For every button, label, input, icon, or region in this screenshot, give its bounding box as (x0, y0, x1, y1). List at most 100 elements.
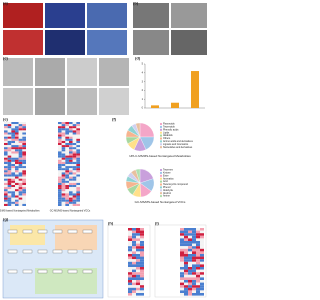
heatmap-cell (65, 176, 69, 179)
heat-cell (200, 290, 204, 293)
heatmap-cell (7, 189, 12, 192)
heatmap-cell (65, 157, 69, 160)
heatmap-cell (7, 126, 12, 129)
panel-label: (e) (3, 117, 9, 122)
heatmap-cell (18, 140, 23, 143)
sem-b (133, 3, 207, 55)
heatmap-cell (11, 134, 15, 137)
heatmap-cell (18, 132, 23, 135)
heatmap-cell (65, 122, 69, 125)
heat-cell (192, 251, 196, 254)
heatmap-cell (72, 130, 77, 133)
heatmap-cell (76, 134, 80, 137)
heatmap-cell (4, 145, 8, 148)
heatmap-cell (72, 166, 77, 169)
heat-cell (128, 241, 132, 244)
heatmap-cell (4, 182, 8, 185)
heat-cell (132, 251, 136, 254)
heat-cell (196, 235, 200, 239)
heatmap-cell (72, 195, 77, 198)
heatmap-cell (61, 149, 66, 152)
heatmap-cell (69, 122, 73, 125)
heatmap-cell (69, 157, 73, 160)
heatmap-cell (76, 153, 80, 156)
heatmap-cell (76, 136, 80, 139)
heat-cell (132, 243, 136, 247)
heat-cell (140, 246, 144, 249)
legend-swatch (160, 134, 162, 137)
heatmap-cell (11, 172, 15, 175)
heatmap-cell (69, 159, 73, 162)
heatmap-cell (11, 124, 15, 127)
heatmap-cell (72, 161, 77, 164)
heat-cell (128, 228, 132, 231)
heatmap-cell (18, 145, 23, 148)
heatmap-cell (69, 140, 73, 143)
heatmap-cell (76, 128, 80, 131)
heatmap-cell (65, 166, 69, 169)
heat-cell (192, 233, 196, 236)
heatmap-cell (65, 126, 69, 129)
heatmap-cell (58, 185, 62, 188)
heatmap-cell (4, 132, 8, 135)
heatmap-cell (11, 143, 15, 146)
heatmap-cell (72, 147, 77, 150)
heatmap-cell (15, 195, 19, 198)
heatmap-cell (11, 140, 15, 143)
heat-cell (180, 241, 184, 244)
heat-cell (200, 241, 204, 244)
heat-cell (128, 254, 132, 257)
heatmap-cell (22, 161, 26, 164)
heat-cell (140, 241, 144, 244)
heatmap-cell (15, 132, 19, 135)
heat-cell (140, 274, 144, 278)
heat-cell (196, 267, 200, 270)
heat-cell (192, 261, 196, 265)
heatmap-cell (58, 128, 62, 131)
heat-cell (188, 259, 192, 262)
heatmap-cell (7, 138, 12, 141)
heatmap-cell (15, 172, 19, 175)
heatmap-cell (58, 174, 62, 177)
bar (191, 71, 199, 108)
heatmap-cell (58, 164, 62, 167)
heatmap-cell (22, 189, 26, 192)
heatmap-cell (72, 124, 77, 127)
heat-cell (128, 285, 132, 288)
heat-cell (188, 272, 192, 275)
heatmap-cell (4, 166, 8, 169)
heatmap-cell (69, 172, 73, 175)
heat-cell (128, 290, 132, 293)
heat-cell (128, 238, 132, 241)
heat-cell (180, 256, 184, 260)
heatmap-cell (61, 128, 66, 131)
heatmap-cell (22, 193, 26, 196)
heatmap-cell (76, 147, 80, 150)
heatmap-cell (11, 166, 15, 169)
heat-cell (184, 259, 188, 262)
heatmap-cell (15, 168, 19, 171)
legend-label: Phenolic acids (163, 128, 179, 131)
legend-label: Ester (163, 174, 169, 177)
heatmap-cell (65, 161, 69, 164)
heatmap-cell (18, 182, 23, 185)
heat-cell (188, 287, 192, 291)
heat-cell (192, 293, 196, 296)
heatmap-cell (72, 170, 77, 173)
heatmap-cell (58, 149, 62, 152)
heat-cell (140, 285, 144, 288)
heatmap-cell (18, 124, 23, 127)
heat-cell (136, 261, 140, 265)
heatmap-cell (76, 126, 80, 129)
heatmap-cell (15, 187, 19, 190)
heat-cell (128, 243, 132, 247)
heat-cell (136, 282, 140, 286)
heatmap-cell (22, 168, 26, 171)
heatmap-cell (15, 191, 19, 194)
heatmap-cell (22, 191, 26, 194)
heat-cell (188, 230, 192, 234)
heat-cell (200, 272, 204, 275)
legend-swatch (160, 131, 162, 134)
heatmap-cell (4, 122, 8, 125)
pathway-node (52, 249, 63, 254)
